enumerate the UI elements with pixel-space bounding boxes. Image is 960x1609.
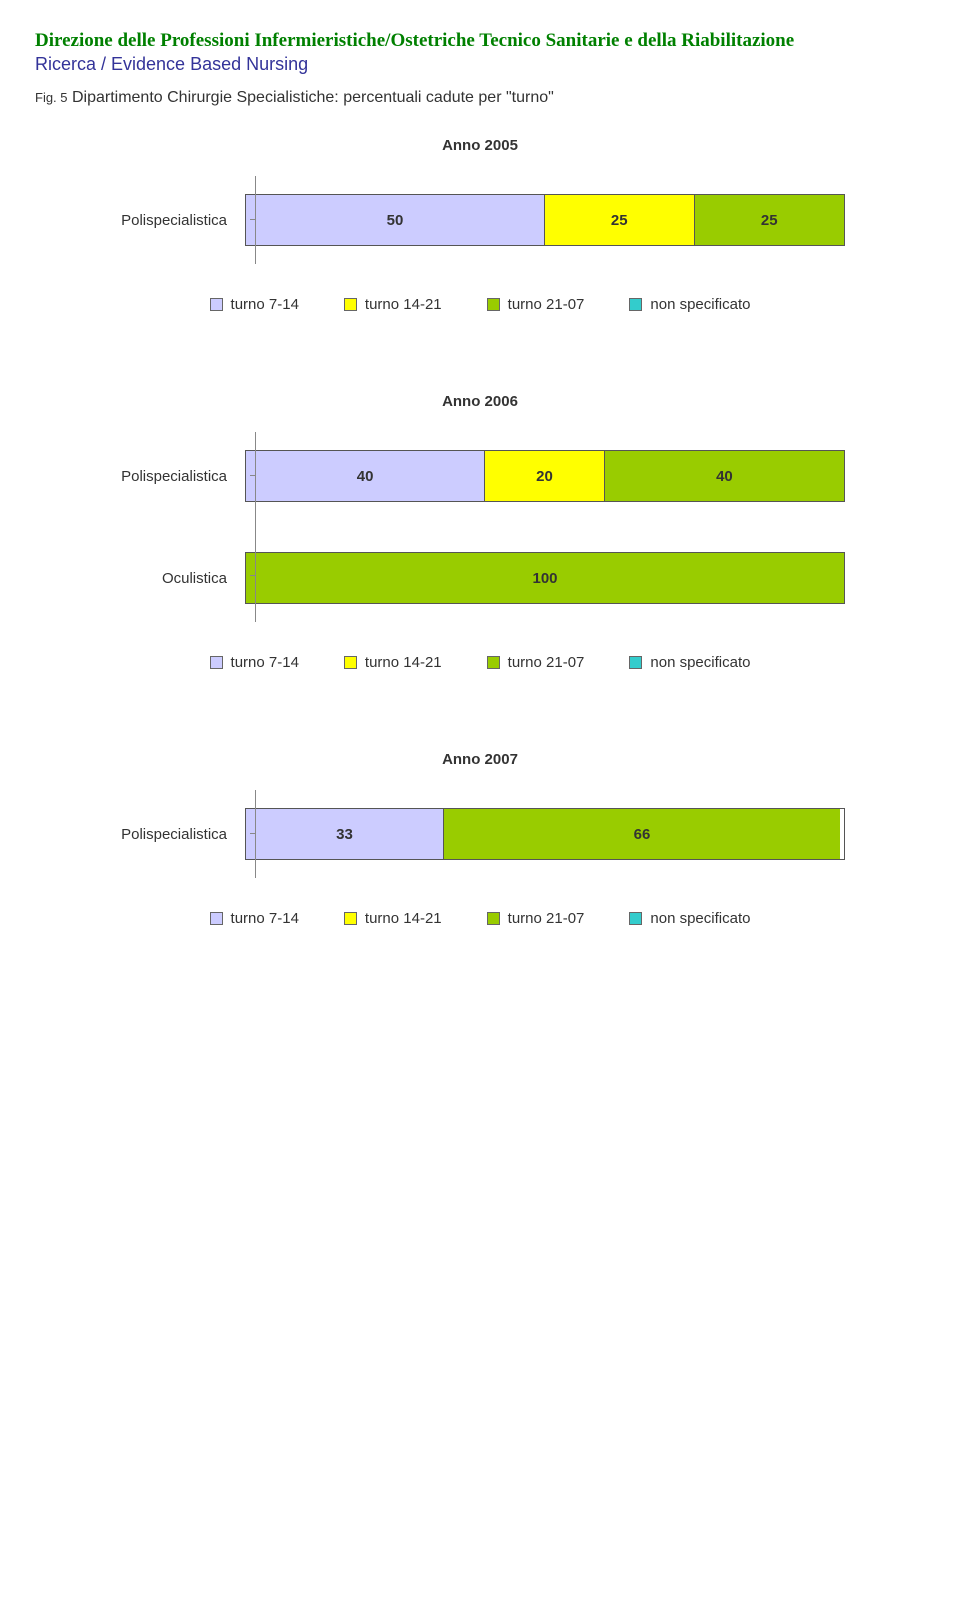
legend-label: turno 21-07 (508, 654, 585, 671)
bar-segment: 40 (246, 451, 485, 501)
bar-row-label: Polispecialistica (95, 212, 245, 229)
legend-label: turno 14-21 (365, 654, 442, 671)
legend-swatch (629, 298, 642, 311)
legend-swatch (487, 912, 500, 925)
bar-row: Oculistica100 (95, 552, 865, 604)
legend-label: turno 21-07 (508, 296, 585, 313)
legend-label: non specificato (650, 910, 750, 927)
legend-swatch (344, 912, 357, 925)
legend-item: non specificato (629, 296, 750, 313)
bar-segment: 25 (545, 195, 695, 245)
bar-track: 402040 (245, 450, 845, 502)
chart-area: Polispecialistica402040Oculistica100 (95, 450, 865, 604)
legend-swatch (210, 656, 223, 669)
chart-block: Anno 2007 Polispecialistica3366 turno 7-14… (35, 751, 925, 927)
y-axis-line (255, 432, 256, 622)
legend-swatch (344, 298, 357, 311)
chart-title: Anno 2006 (35, 393, 925, 410)
figure-number: Fig. 5 (35, 90, 68, 105)
legend-label: turno 7-14 (231, 654, 299, 671)
chart-area: Polispecialistica3366 (95, 808, 865, 860)
legend-item: turno 14-21 (344, 910, 442, 927)
bar-segment: 33 (246, 809, 444, 859)
legend-swatch (487, 298, 500, 311)
chart-block: Anno 2006Polispecialistica402040Oculisti… (35, 393, 925, 671)
legend-item: turno 7-14 (210, 296, 299, 313)
bar-row: Polispecialistica3366 (95, 808, 865, 860)
header-line-1: Direzione delle Professioni Infermierist… (35, 30, 925, 52)
chart-title: Anno 2005 (35, 137, 925, 154)
legend-swatch (629, 912, 642, 925)
y-tick (250, 475, 255, 476)
bar-segment: 40 (605, 451, 844, 501)
y-tick (250, 833, 255, 834)
figure-caption-text: Dipartimento Chirurgie Specialistiche: p… (72, 89, 554, 106)
y-axis-line (255, 790, 256, 878)
legend-item: non specificato (629, 910, 750, 927)
bar-row-label: Polispecialistica (95, 826, 245, 843)
y-tick (250, 575, 255, 576)
legend-label: non specificato (650, 654, 750, 671)
legend-label: non specificato (650, 296, 750, 313)
bar-row-label: Polispecialistica (95, 468, 245, 485)
bar-track: 502525 (245, 194, 845, 246)
chart-area: Polispecialistica502525 (95, 194, 865, 246)
legend-item: turno 14-21 (344, 296, 442, 313)
bar-row-label: Oculistica (95, 570, 245, 587)
legend-item: turno 21-07 (487, 654, 585, 671)
legend-label: turno 7-14 (231, 910, 299, 927)
legend: turno 7-14 turno 14-21 turno 21-07 non spec… (35, 296, 925, 313)
bar-segment: 66 (444, 809, 840, 859)
legend-label: turno 14-21 (365, 296, 442, 313)
y-axis-line (255, 176, 256, 264)
legend: turno 7-14 turno 14-21 turno 21-07 non spec… (35, 910, 925, 927)
legend-swatch (210, 298, 223, 311)
legend-item: turno 21-07 (487, 910, 585, 927)
bar-segment: 20 (485, 451, 605, 501)
bar-segment: 50 (246, 195, 545, 245)
legend-item: turno 21-07 (487, 296, 585, 313)
header-line-2: Ricerca / Evidence Based Nursing (35, 54, 925, 75)
bar-segment: 100 (246, 553, 844, 603)
bar-row: Polispecialistica402040 (95, 450, 865, 502)
legend-label: turno 21-07 (508, 910, 585, 927)
chart-block: Anno 2005Polispecialistica502525turno 7-… (35, 137, 925, 313)
legend-swatch (487, 656, 500, 669)
bar-track: 100 (245, 552, 845, 604)
legend-swatch (344, 656, 357, 669)
legend-swatch (210, 912, 223, 925)
legend-item: turno 7-14 (210, 654, 299, 671)
legend-swatch (629, 656, 642, 669)
bar-track: 3366 (245, 808, 845, 860)
legend-label: turno 7-14 (231, 296, 299, 313)
y-tick (250, 219, 255, 220)
legend: turno 7-14 turno 14-21 turno 21-07 non spec… (35, 654, 925, 671)
chart-title: Anno 2007 (35, 751, 925, 768)
legend-label: turno 14-21 (365, 910, 442, 927)
legend-item: non specificato (629, 654, 750, 671)
bar-row: Polispecialistica502525 (95, 194, 865, 246)
legend-item: turno 14-21 (344, 654, 442, 671)
figure-caption: Fig. 5 Dipartimento Chirurgie Specialist… (35, 89, 925, 107)
charts-container: Anno 2005Polispecialistica502525turno 7-… (35, 137, 925, 927)
legend-item: turno 7-14 (210, 910, 299, 927)
bar-segment: 25 (695, 195, 845, 245)
